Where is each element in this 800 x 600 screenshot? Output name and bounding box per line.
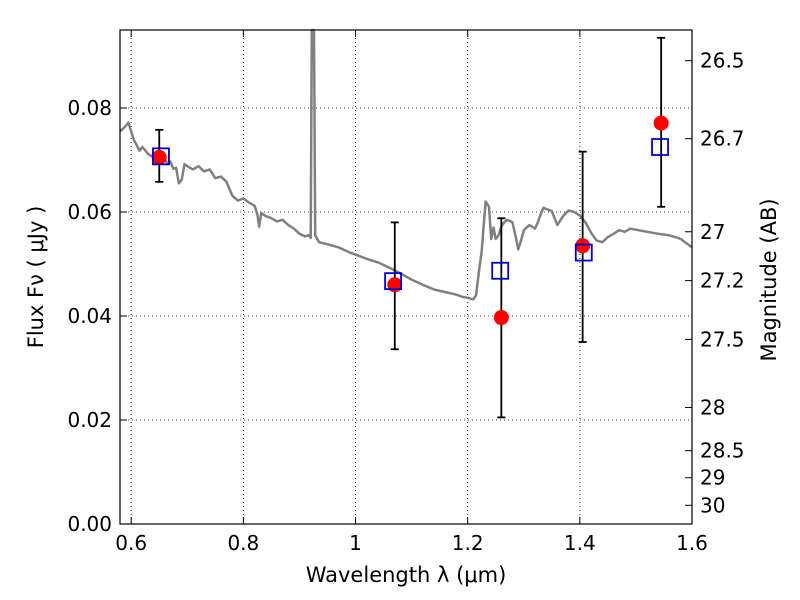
observed-point xyxy=(575,238,591,254)
y-tick-label: 0.02 xyxy=(67,408,112,432)
x-tick-label: 1.4 xyxy=(564,531,596,555)
right-tick-label: 29 xyxy=(700,466,725,490)
right-tick-label: 26.7 xyxy=(700,127,745,151)
y-tick-label: 0.08 xyxy=(67,96,112,120)
x-axis-label: Wavelength λ (μm) xyxy=(306,563,507,587)
x-tick-label: 1.2 xyxy=(452,531,484,555)
observed-point xyxy=(653,115,669,131)
y-tick-label: 0.00 xyxy=(67,512,112,536)
right-tick-label: 26.5 xyxy=(700,49,745,73)
right-tick-label: 30 xyxy=(700,493,725,517)
model-line-layer xyxy=(119,28,693,301)
right-axis-label: Magnitude (AB) xyxy=(757,198,781,361)
synthetic-point xyxy=(491,261,510,280)
right-tick-label: 27.2 xyxy=(700,269,745,293)
observed-point xyxy=(493,310,509,326)
x-tick-label: 1 xyxy=(349,531,362,555)
synthetic-points-layer xyxy=(152,138,669,291)
model-spectrum-line xyxy=(119,28,693,301)
y-tick-label: 0.04 xyxy=(67,304,112,328)
right-tick-label: 27.5 xyxy=(700,327,745,351)
synthetic-point xyxy=(574,243,593,262)
right-tick-label: 28.5 xyxy=(700,439,745,463)
synthetic-point xyxy=(384,272,403,291)
synthetic-point xyxy=(152,147,170,166)
observed-point xyxy=(151,149,167,165)
tick-layer: 0.6 0.8 1 1.2 1.4 1.6 0.00 0.02 0.04 0.06 0.08 26.5… xyxy=(67,30,745,555)
x-tick-label: 0.6 xyxy=(115,531,147,555)
observed-points-layer xyxy=(151,115,669,326)
x-tick-label: 0.8 xyxy=(227,531,259,555)
synthetic-point xyxy=(651,138,669,156)
y-axis-label: Flux Fν ( μJy ) xyxy=(24,206,48,349)
right-tick-label: 27 xyxy=(700,220,725,244)
x-tick-label: 1.6 xyxy=(676,531,708,555)
right-tick-label: 28 xyxy=(700,396,725,420)
plot-frame xyxy=(119,29,693,525)
y-tick-label: 0.06 xyxy=(67,200,112,224)
